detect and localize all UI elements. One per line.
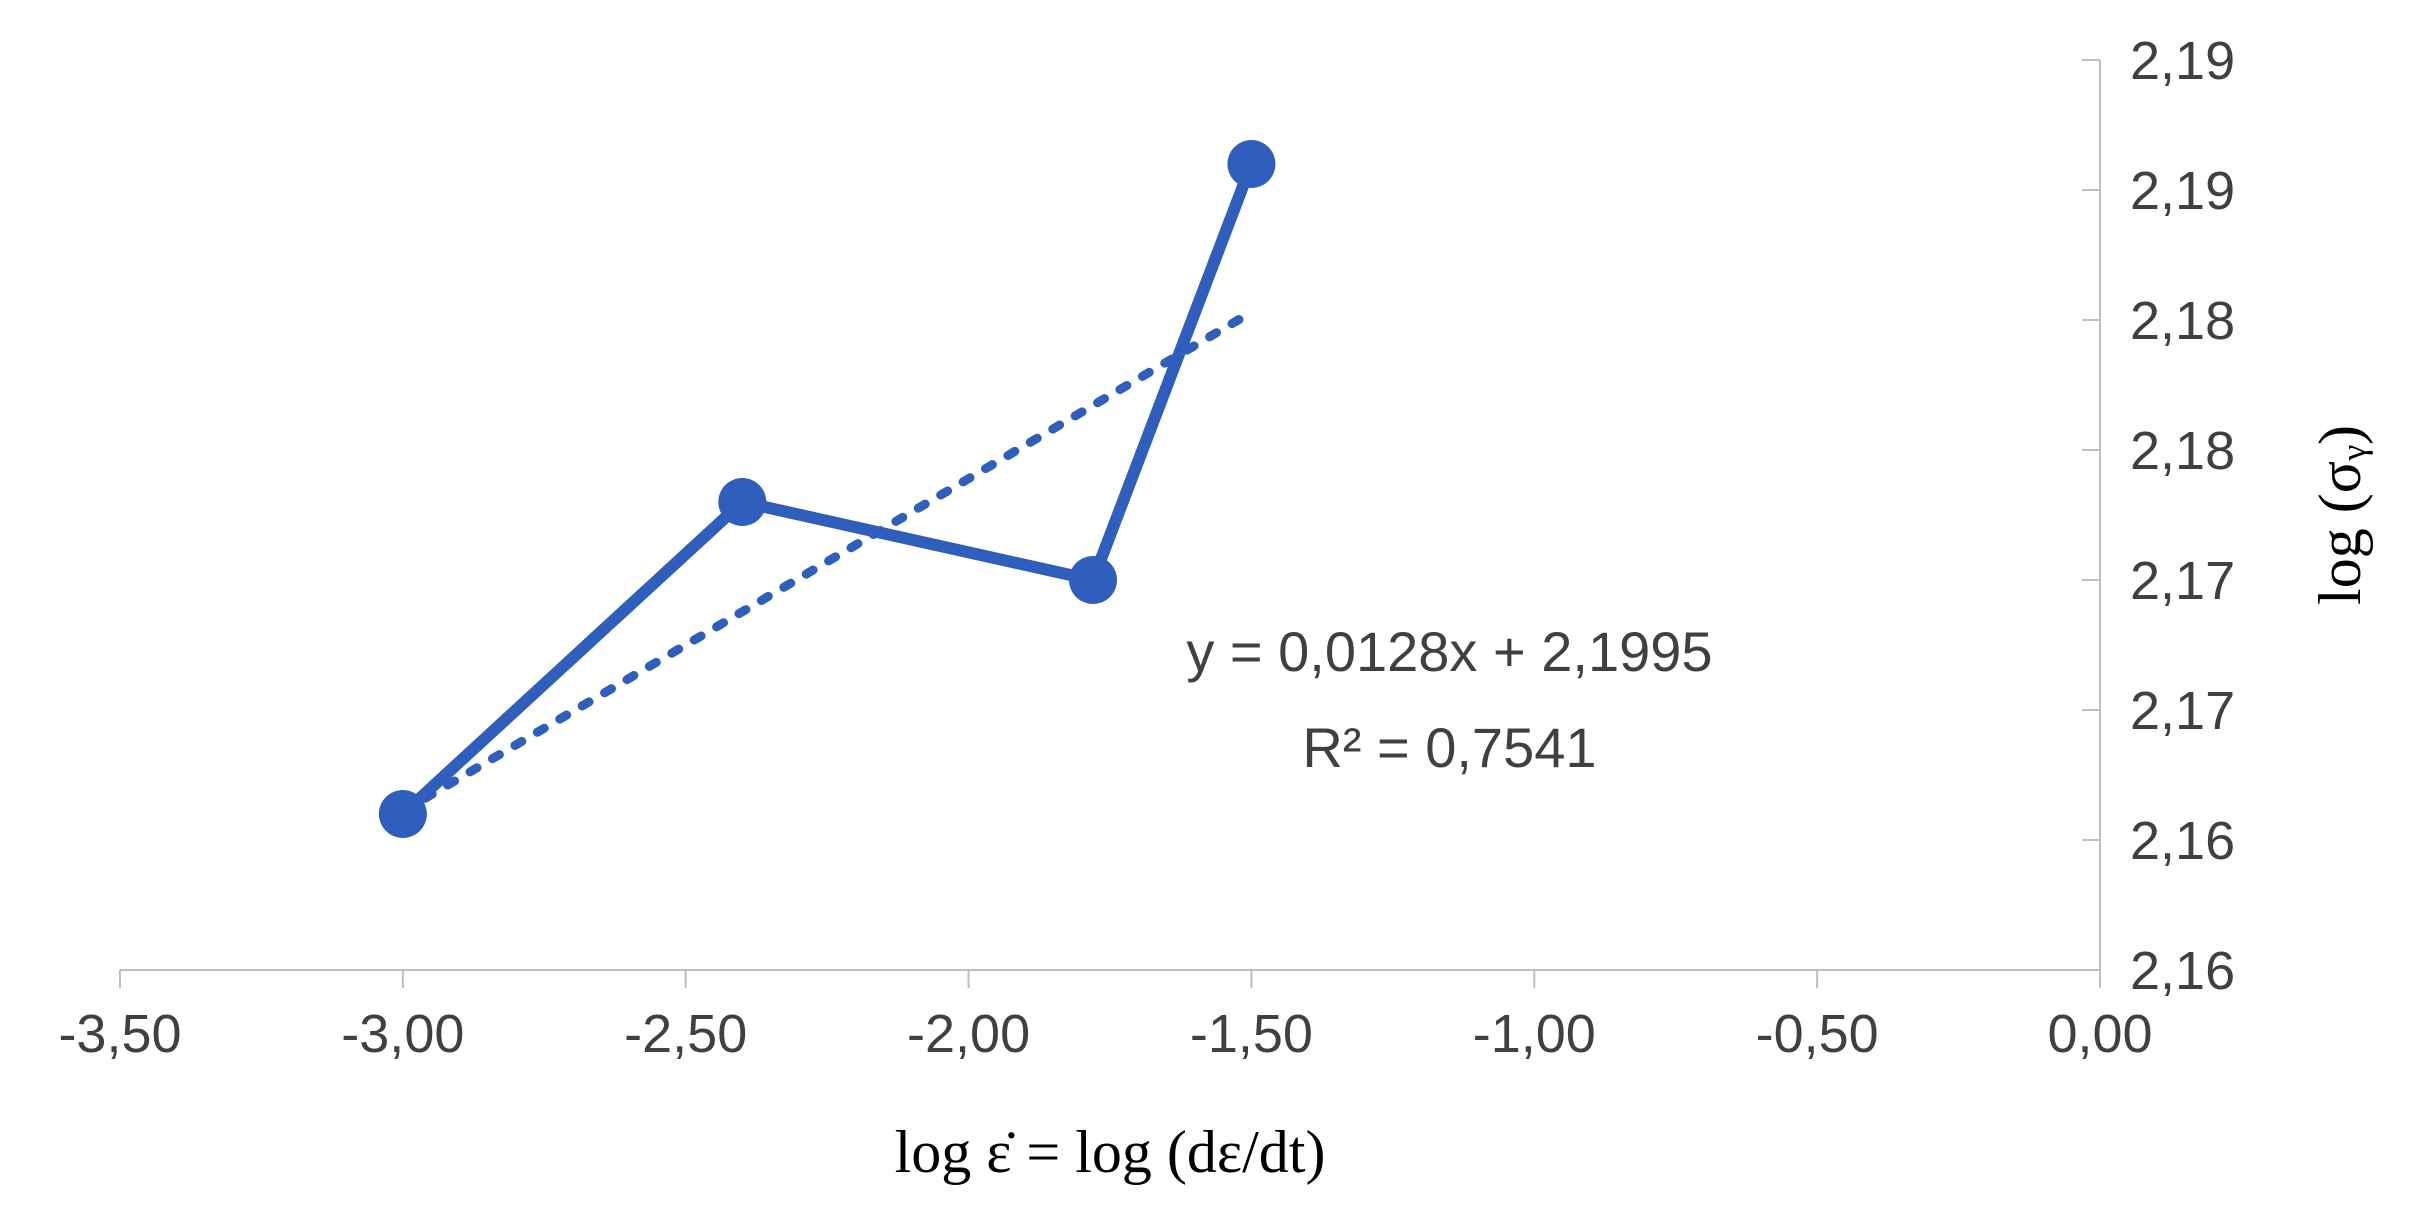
x-axis-title: log ε̇ = log (dε/dt) [895, 1119, 1326, 1185]
y-tick-label: 2,19 [2130, 31, 2235, 91]
y-tick-label: 2,18 [2130, 421, 2235, 481]
x-tick-label: -1,00 [1473, 1004, 1596, 1064]
y-axis-title: log (σᵧ) [2307, 425, 2373, 605]
x-tick-label: -0,50 [1756, 1004, 1879, 1064]
x-tick-label: -1,50 [1190, 1004, 1313, 1064]
x-tick-label: -2,50 [624, 1004, 747, 1064]
y-tick-label: 2,17 [2130, 551, 2235, 611]
trend-equation: y = 0,0128x + 2,1995 [1186, 620, 1712, 683]
y-tick-label: 2,17 [2130, 681, 2235, 741]
chart-svg: -3,50 -3,00 -2,50 -2,00 -1,50 -1,00 -0,50 0,00 l… [0, 0, 2428, 1214]
x-tick-label: -3,00 [341, 1004, 464, 1064]
data-point-marker [1069, 556, 1117, 604]
y-tick-label: 2,16 [2130, 941, 2235, 1001]
x-tick-label: 0,00 [2047, 1004, 2152, 1064]
data-point-marker [1227, 140, 1275, 188]
x-tick-label: -2,00 [907, 1004, 1030, 1064]
y-tick-label: 2,16 [2130, 811, 2235, 871]
y-tick-label: 2,19 [2130, 161, 2235, 221]
y-tick-label: 2,18 [2130, 291, 2235, 351]
data-point-marker [718, 478, 766, 526]
log-sigma-vs-log-strain-rate-chart: -3,50 -3,00 -2,50 -2,00 -1,50 -1,00 -0,50 0,00 l… [0, 0, 2428, 1214]
x-tick-label: -3,50 [58, 1004, 181, 1064]
data-point-marker [379, 790, 427, 838]
trend-r-squared: R² = 0,7541 [1302, 716, 1596, 779]
